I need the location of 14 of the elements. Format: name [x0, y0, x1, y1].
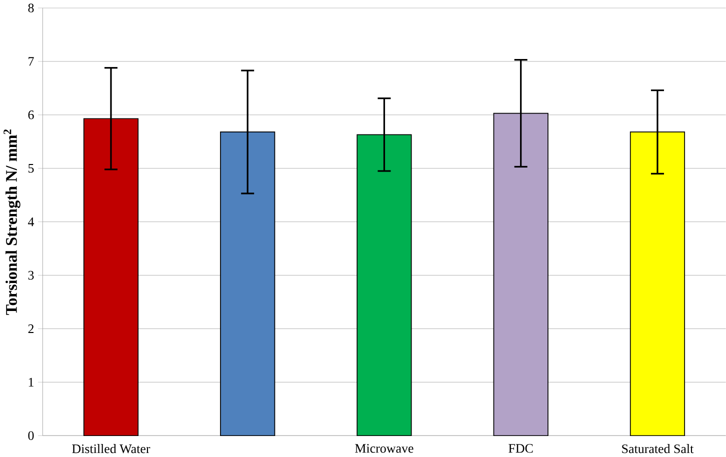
y-tick-label: 2 [28, 324, 34, 334]
y-tick-label: 7 [28, 57, 34, 66]
y-tick-label: 3 [28, 270, 34, 280]
x-tick-label: Microwave [355, 444, 414, 453]
y-axis-title: Torsional Strength N/ mm$^{2}$ [4, 130, 20, 315]
x-tick-label: Distilled Water [72, 444, 150, 454]
y-tick-label: 5 [28, 164, 34, 173]
y-tick-label: 1 [28, 378, 34, 387]
x-tick-label: Saturated Salt [622, 444, 694, 454]
y-tick-label: 4 [28, 218, 34, 226]
y-tick-label: 0 [28, 431, 34, 440]
y-tick-label: 6 [28, 110, 34, 120]
y-tick-label: 8 [28, 4, 34, 12]
x-tick-label: FDC [508, 444, 533, 453]
